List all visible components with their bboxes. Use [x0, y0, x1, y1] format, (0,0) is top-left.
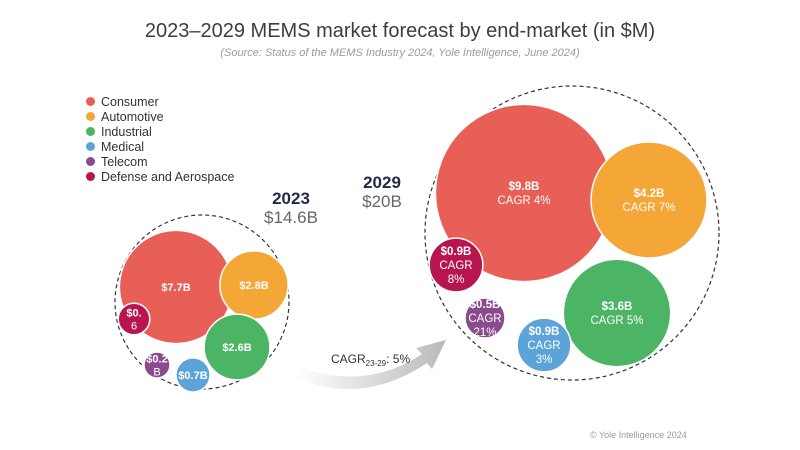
legend-item-industrial: Industrial: [86, 124, 234, 139]
bubble-label-line: CAGR: [468, 313, 501, 325]
cagr-subscript: 23-29: [366, 359, 387, 368]
year-2023-total: $14.6B: [264, 208, 318, 227]
year-2023-label: 2023: [272, 189, 310, 208]
bubble-label-2023-automotive: $2.8B: [239, 280, 268, 292]
bubble-label-line: $9.8B: [509, 181, 540, 193]
bubble-label-line: $0.2: [146, 353, 167, 365]
bubble-label-line: $7.7B: [161, 282, 190, 294]
legend-label: Automotive: [101, 109, 164, 124]
bubble-label-line: $0.7B: [178, 370, 207, 382]
bubble-2023-industrial: [203, 313, 271, 381]
legend-swatch: [86, 157, 95, 166]
year-2023-block: 2023 $14.6B: [252, 189, 330, 227]
bubble-label-line: $4.2B: [634, 188, 665, 200]
bubble-2029-defense-and-aerospace: [428, 237, 484, 293]
legend-item-telecom: Telecom: [86, 154, 234, 169]
legend-label: Medical: [101, 139, 145, 154]
bubble-label-2023-medical: $0.7B: [178, 370, 207, 382]
bubble-label-2023-industrial: $2.6B: [222, 342, 251, 354]
bubble-2023-telecom: [143, 351, 171, 379]
bubble-label-line: 6: [131, 320, 137, 332]
bubble-label-line: CAGR: [439, 260, 472, 272]
bubble-2023-medical: [175, 357, 211, 393]
bubble-2029-industrial: [562, 258, 672, 368]
cagr-prefix: CAGR: [331, 352, 366, 366]
bubble-2029-medical: [516, 317, 572, 373]
legend-label: Telecom: [101, 154, 148, 169]
bubble-label-2023-telecom: $0.2 B: [146, 353, 167, 378]
bubble-label-2029-consumer: $9.8B CAGR 4%: [497, 181, 550, 207]
legend-label: Defense and Aerospace: [101, 169, 235, 184]
bubble-label-line: $2.6B: [222, 342, 251, 354]
bubble-label-line: $0.9B: [529, 326, 560, 338]
chart-subtitle: (Source: Status of the MEMS Industry 202…: [220, 47, 580, 59]
legend-swatch: [86, 97, 95, 106]
cagr-arrow-shape: [296, 340, 446, 390]
bubble-label-2029-medical: $0.9B CAGR 3%: [527, 326, 560, 366]
bubble-label-2029-industrial: $3.6B CAGR 5%: [590, 301, 643, 327]
chart-title: 2023–2029 MEMS market forecast by end-ma…: [144, 20, 656, 42]
bubble-label-line: B: [153, 366, 160, 378]
bubble-label-line: $0.: [126, 307, 141, 319]
bubble-label-2029-automotive: $4.2B CAGR 7%: [622, 188, 675, 214]
bubble-2029-telecom: [464, 297, 506, 339]
bubble-label-2023-defense-and-aerospace: $0. 6: [126, 307, 141, 332]
bubble-2023-defense-and-aerospace: [117, 302, 151, 336]
legend-item-consumer: Consumer: [86, 94, 234, 109]
copyright-note: © Yole Intelligence 2024: [590, 430, 687, 440]
year-2029-label: 2029: [363, 173, 401, 192]
legend-swatch: [86, 112, 95, 121]
bubble-label-line: 3%: [536, 354, 553, 366]
cagr-suffix: : 5%: [386, 352, 410, 366]
bubble-label-line: CAGR 7%: [622, 202, 675, 214]
bubble-label-2029-defense-and-aerospace: $0.9B CAGR 8%: [439, 246, 472, 286]
year-2029-total: $20B: [362, 192, 402, 211]
bubble-label-line: 21%: [473, 327, 496, 339]
bubbles-layer: $7.7B $2.8B $2.6B $0.7B $0.2 B $0. 6 $9.8B CAGR 4…: [117, 103, 708, 393]
bubble-label-line: CAGR: [527, 340, 560, 352]
bubble-label-line: $3.6B: [602, 301, 633, 313]
bubble-label-line: CAGR 4%: [497, 195, 550, 207]
bubble-label-line: $2.8B: [239, 280, 268, 292]
bubble-label-line: CAGR 5%: [590, 315, 643, 327]
legend-swatch: [86, 172, 95, 181]
legend-swatch: [86, 142, 95, 151]
bubble-label-line: $0.5B: [470, 299, 501, 311]
bubble-label-2023-consumer: $7.7B: [161, 282, 190, 294]
bubble-2029-automotive: [590, 141, 708, 259]
legend-item-medical: Medical: [86, 139, 234, 154]
legend-item-automotive: Automotive: [86, 109, 234, 124]
cagr-arrow-label: CAGR23-29: 5%: [331, 352, 410, 368]
outline-circle-2029: [424, 85, 720, 381]
bubble-label-line: 8%: [448, 274, 465, 286]
bubble-label-2029-telecom: $0.5B CAGR 21%: [468, 299, 501, 339]
legend-label: Consumer: [101, 94, 159, 109]
legend-swatch: [86, 127, 95, 136]
bubble-label-line: $0.9B: [441, 246, 472, 258]
legend-label: Industrial: [101, 124, 152, 139]
year-2029-block: 2029 $20B: [345, 173, 419, 211]
legend: Consumer Automotive Industrial Medical Telec…: [86, 94, 234, 184]
legend-item-defense-and-aerospace: Defense and Aerospace: [86, 169, 234, 184]
